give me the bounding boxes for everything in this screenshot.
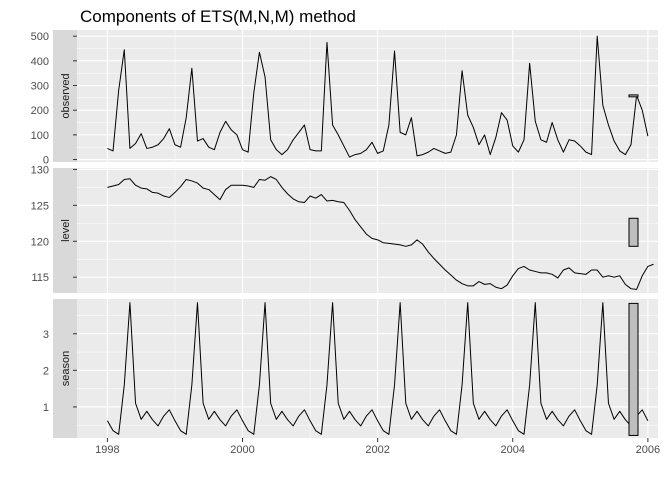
series-line-season xyxy=(106,302,649,435)
y-tick-label: 125 xyxy=(31,200,49,212)
y-tick-label: 120 xyxy=(31,236,49,248)
panel-level: level 115 120 125 130 xyxy=(31,164,658,293)
y-tick-label: 500 xyxy=(31,31,49,43)
y-tick-label: 400 xyxy=(31,56,49,68)
y-tick-label: 200 xyxy=(31,105,49,117)
range-bar-level xyxy=(628,217,639,247)
panel-season: season 1 2 3 xyxy=(43,299,658,438)
x-tick-label: 2004 xyxy=(501,444,525,456)
range-bar-observed xyxy=(628,94,639,98)
panel-background xyxy=(77,299,658,438)
y-tick-label: 1 xyxy=(43,402,49,414)
panel-background xyxy=(77,168,658,293)
x-axis: 1998 2000 2002 2004 2006 xyxy=(95,438,660,456)
strip-observed xyxy=(53,30,77,162)
strip-season xyxy=(53,299,77,438)
panel-background xyxy=(77,30,658,162)
strip-level xyxy=(53,168,77,293)
y-tick-label: 115 xyxy=(31,272,49,284)
y-tick-label: 2 xyxy=(43,365,49,377)
x-tick-label: 1998 xyxy=(95,444,119,456)
series-line-observed xyxy=(107,35,649,158)
y-tick-label: 130 xyxy=(31,164,49,176)
y-tick-label: 0 xyxy=(43,155,49,167)
x-tick-label: 2000 xyxy=(230,444,254,456)
x-tick-label: 2006 xyxy=(636,444,660,456)
strip-label-observed: observed xyxy=(60,73,72,118)
y-tick-label: 100 xyxy=(31,130,49,142)
y-tick-label: 3 xyxy=(43,329,49,341)
y-tick-label: 300 xyxy=(31,81,49,93)
x-tick-label: 2002 xyxy=(365,444,389,456)
range-bar-season xyxy=(628,302,639,436)
strip-label-season: season xyxy=(60,351,72,386)
chart-panels: observed0100200300400500level11512012513… xyxy=(31,30,658,438)
series-line-level xyxy=(107,176,654,290)
panel-observed: observed 0 100 200 300 400 500 xyxy=(31,30,658,167)
chart-title: Components of ETS(M,N,M) method xyxy=(80,7,356,26)
strip-label-level: level xyxy=(60,219,72,242)
